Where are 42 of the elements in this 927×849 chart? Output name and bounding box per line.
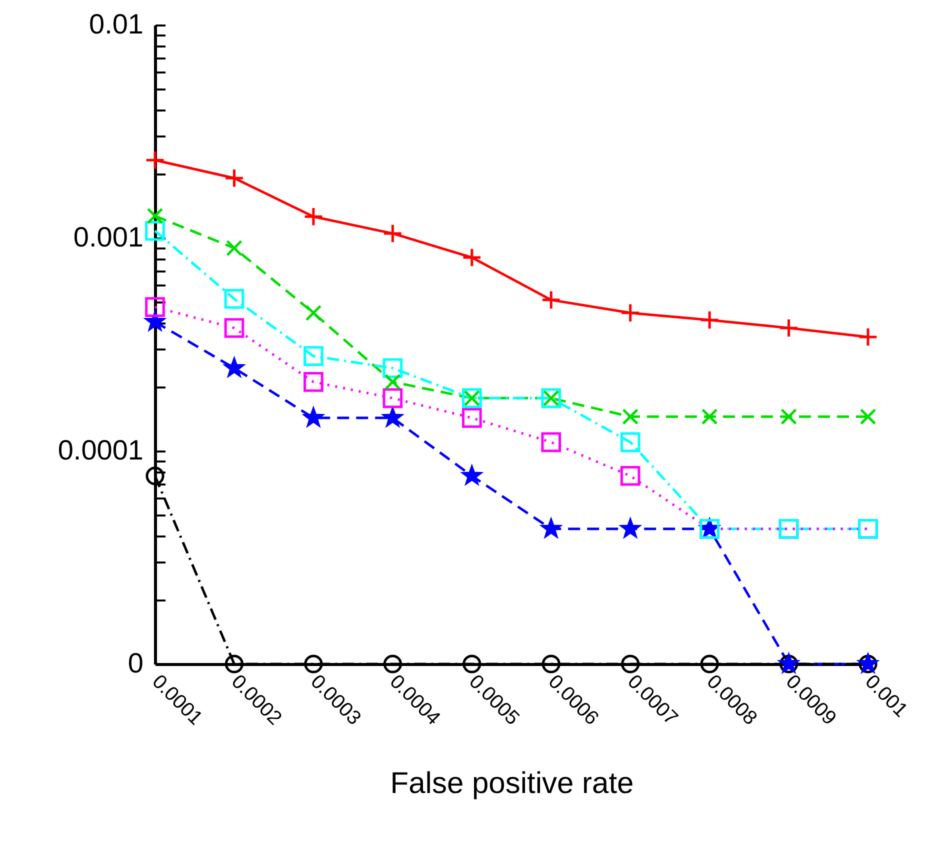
point (700, 310, 720, 330)
point (304, 654, 323, 674)
y-tick-label: 0.0001 (58, 434, 144, 466)
point (224, 168, 244, 188)
point (700, 654, 719, 674)
point (541, 432, 562, 452)
point (226, 240, 242, 256)
point (860, 408, 876, 425)
point (305, 304, 322, 322)
point (224, 318, 244, 338)
y-tick-label: 0.001 (73, 222, 144, 252)
point (145, 297, 165, 317)
point (382, 224, 403, 244)
point (384, 374, 401, 390)
point (304, 206, 324, 227)
point (382, 388, 403, 408)
point (383, 654, 402, 674)
point (304, 372, 324, 392)
point (145, 150, 165, 170)
point (224, 654, 244, 674)
point (620, 466, 640, 486)
point (224, 288, 244, 309)
y-tick-label: 0 (128, 648, 144, 678)
point (146, 208, 164, 224)
point (462, 248, 482, 268)
point (462, 654, 482, 674)
point (701, 408, 718, 425)
point (778, 318, 799, 338)
point (542, 654, 560, 674)
point (382, 358, 403, 378)
point (620, 432, 640, 452)
point (621, 654, 640, 674)
point (780, 408, 797, 425)
x-axis-title: False positive rate (390, 766, 634, 800)
y-tick-label: 0.01 (89, 8, 144, 40)
point (304, 346, 324, 366)
point (858, 327, 878, 347)
point (622, 408, 639, 425)
point (146, 466, 164, 486)
point (462, 408, 482, 428)
point (620, 302, 640, 323)
point (541, 290, 562, 310)
